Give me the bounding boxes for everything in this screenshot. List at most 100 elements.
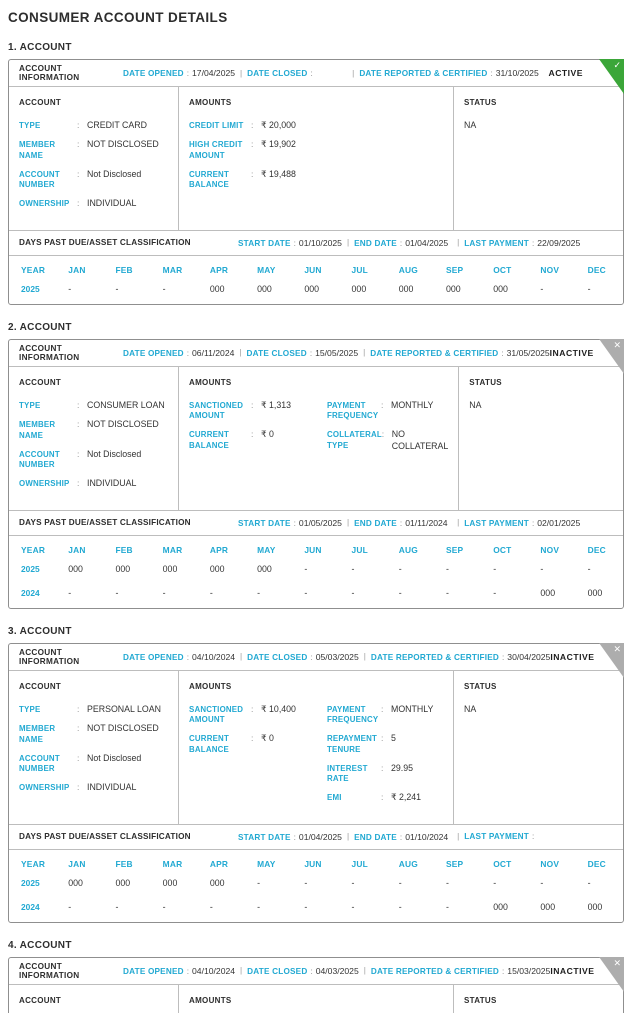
dpd-month-header: JUL xyxy=(351,858,368,869)
dpd-value: 000 xyxy=(540,901,556,912)
account-column-header: ACCOUNT xyxy=(19,377,62,387)
field-value: ₹ 19,902 xyxy=(261,139,296,150)
dpd-month-header: JUN xyxy=(304,544,322,555)
account-fields: TYPE : PERSONAL LOAN MEMBER NAME : NOT D… xyxy=(19,704,168,794)
account-column-header: ACCOUNT xyxy=(19,98,62,107)
dpd-month-header: OCT xyxy=(493,858,512,869)
dpd-month-header: AUG xyxy=(398,264,418,275)
account-column: ACCOUNT TYPE : SHORT TERM PERSONAL LOAN … xyxy=(9,984,179,1013)
dpd-year: 2024 xyxy=(21,587,40,598)
date-closed: DATE CLOSED : xyxy=(247,68,313,78)
account-card: ACCOUNT INFORMATION DATE OPENED : 06/11/… xyxy=(8,338,624,609)
dpd-month-header: MAR xyxy=(162,858,183,869)
field-label: CURRENT BALANCE xyxy=(189,430,229,450)
status-badge: INACTIVE xyxy=(549,347,594,358)
dpd-row: 2025 - - - 000 000 000 000 000 000 000 - - xyxy=(9,280,623,304)
account-fields: TYPE : CREDIT CARD MEMBER NAME : NOT DIS… xyxy=(19,120,168,210)
status-column-header: STATUS xyxy=(464,98,497,107)
dpd-table: YEAR JAN FEB MAR APR MAY JUN JUL AUG SEP OCT NOV DE… xyxy=(9,256,623,304)
dpd-value: - xyxy=(587,563,591,574)
dpd-row: 2024 - - - - - - - - - 000 000 000 xyxy=(9,898,623,922)
dpd-month-header: APR xyxy=(209,544,229,555)
account-heading: 3. ACCOUNT xyxy=(8,625,72,637)
account-card: ACCOUNT INFORMATION DATE OPENED : 04/10/… xyxy=(8,956,624,1013)
dpd-value: 000 xyxy=(540,587,556,598)
divider: | xyxy=(346,238,350,248)
date-closed: DATE CLOSED : 05/03/2025 xyxy=(247,651,359,662)
amounts-column: AMOUNTS SANCTIONED AMOUNT : ₹ 10,400 CUR… xyxy=(179,670,454,824)
accounts-list: 1. ACCOUNT ACCOUNT INFORMATION DATE OPEN… xyxy=(0,42,632,1013)
dpd-value: 000 xyxy=(115,877,131,888)
check-icon: ✓ xyxy=(613,60,621,70)
dpd-value: 000 xyxy=(68,563,83,574)
account-info-title: ACCOUNT INFORMATION xyxy=(19,343,80,362)
dpd-value: - xyxy=(304,877,308,888)
dpd-month-header: APR xyxy=(209,264,229,275)
dpd-table: YEAR JAN FEB MAR APR MAY JUN JUL AUG SEP OCT NOV DE… xyxy=(9,536,623,608)
divider: | xyxy=(346,518,350,528)
dpd-month-header: MAR xyxy=(162,544,183,555)
field-label: MEMBER NAME xyxy=(19,724,56,744)
field-value: INDIVIDUAL xyxy=(87,198,137,209)
dpd-value: - xyxy=(257,901,261,912)
account-info-bar: ACCOUNT INFORMATION DATE OPENED : 04/10/… xyxy=(9,642,624,678)
field-label: PAYMENT FREQUENCY xyxy=(327,400,379,421)
field-row: EMI : ₹ 2,241 xyxy=(327,792,443,803)
field-value: 5 xyxy=(391,733,396,744)
field-value: CONSUMER LOAN xyxy=(87,399,165,410)
dpd-month-header: MAY xyxy=(257,264,276,275)
status-column-header: STATUS xyxy=(464,681,497,691)
field-row: INTEREST RATE : 29.95 xyxy=(327,763,443,785)
field-value: NO COLLATERAL xyxy=(391,429,449,451)
dpd-title: DAYS PAST DUE/ASSET CLASSIFICATION xyxy=(19,832,191,842)
field-row: SANCTIONED AMOUNT : ₹ 10,400 xyxy=(189,704,319,726)
field-label: OWNERSHIP xyxy=(19,479,70,489)
dpd-month-header: JUL xyxy=(351,544,368,555)
dpd-value: - xyxy=(493,877,497,888)
account-heading: 1. ACCOUNT xyxy=(8,42,72,53)
dpd-value: - xyxy=(587,877,591,888)
dpd-year: 2025 xyxy=(21,877,40,888)
status-badge: INACTIVE xyxy=(550,651,595,662)
divider: | xyxy=(352,68,355,78)
dpd-start-date: START DATE : 01/04/2025 xyxy=(238,831,342,842)
dpd-value: - xyxy=(162,283,166,294)
field-value: CREDIT CARD xyxy=(87,120,147,130)
field-label: TYPE xyxy=(19,704,41,714)
dpd-value: 000 xyxy=(257,563,272,574)
field-row: CURRENT BALANCE : ₹ 0 xyxy=(189,733,319,755)
dpd-value: - xyxy=(398,563,402,574)
field-value: INDIVIDUAL xyxy=(87,782,137,793)
dpd-value: - xyxy=(445,877,449,888)
field-row: REPAYMENT TENURE : 5 xyxy=(327,733,443,755)
dpd-end-date: END DATE : 01/11/2024 xyxy=(354,517,448,528)
dpd-header-row: YEAR JAN FEB MAR APR MAY JUN JUL AUG SEP OCT NOV DE… xyxy=(9,536,623,560)
dpd-value: - xyxy=(540,283,544,294)
amounts-fields-right: PAYMENT FREQUENCY : MONTHLY COLLATERAL T… xyxy=(327,400,448,460)
field-value: MONTHLY xyxy=(391,399,434,410)
divider: | xyxy=(457,238,460,248)
dpd-month-header: JUN xyxy=(304,858,322,869)
dpd-value: - xyxy=(115,587,119,598)
dpd-section: DAYS PAST DUE/ASSET CLASSIFICATION START… xyxy=(9,825,623,922)
dpd-value: - xyxy=(68,587,72,598)
dpd-month-header: JAN xyxy=(68,858,86,869)
field-label: CURRENT BALANCE xyxy=(189,734,229,754)
field-label: MEMBER NAME xyxy=(19,140,56,160)
dpd-value: - xyxy=(445,901,449,912)
field-label: SANCTIONED AMOUNT xyxy=(189,704,244,725)
account-column: ACCOUNT TYPE : PERSONAL LOAN MEMBER NAME… xyxy=(9,670,179,824)
dpd-month-header: SEP xyxy=(445,264,464,275)
dpd-value: - xyxy=(68,901,72,912)
dpd-month-header: MAY xyxy=(257,544,276,555)
account-info-bar: ACCOUNT INFORMATION DATE OPENED : 04/10/… xyxy=(9,956,624,992)
divider: | xyxy=(346,832,350,842)
account-column: ACCOUNT TYPE : CREDIT CARD MEMBER NAME :… xyxy=(9,87,179,230)
dpd-value: - xyxy=(351,901,355,912)
dpd-start-date: START DATE : 01/10/2025 xyxy=(238,237,342,248)
field-value: Not Disclosed xyxy=(87,752,142,763)
field-label: ACCOUNT NUMBER xyxy=(19,169,60,190)
field-value: Not Disclosed xyxy=(87,168,142,179)
dpd-header-row: YEAR JAN FEB MAR APR MAY JUN JUL AUG SEP OCT NOV DE… xyxy=(9,850,623,874)
date-opened: DATE OPENED : 04/10/2024 xyxy=(123,965,236,976)
